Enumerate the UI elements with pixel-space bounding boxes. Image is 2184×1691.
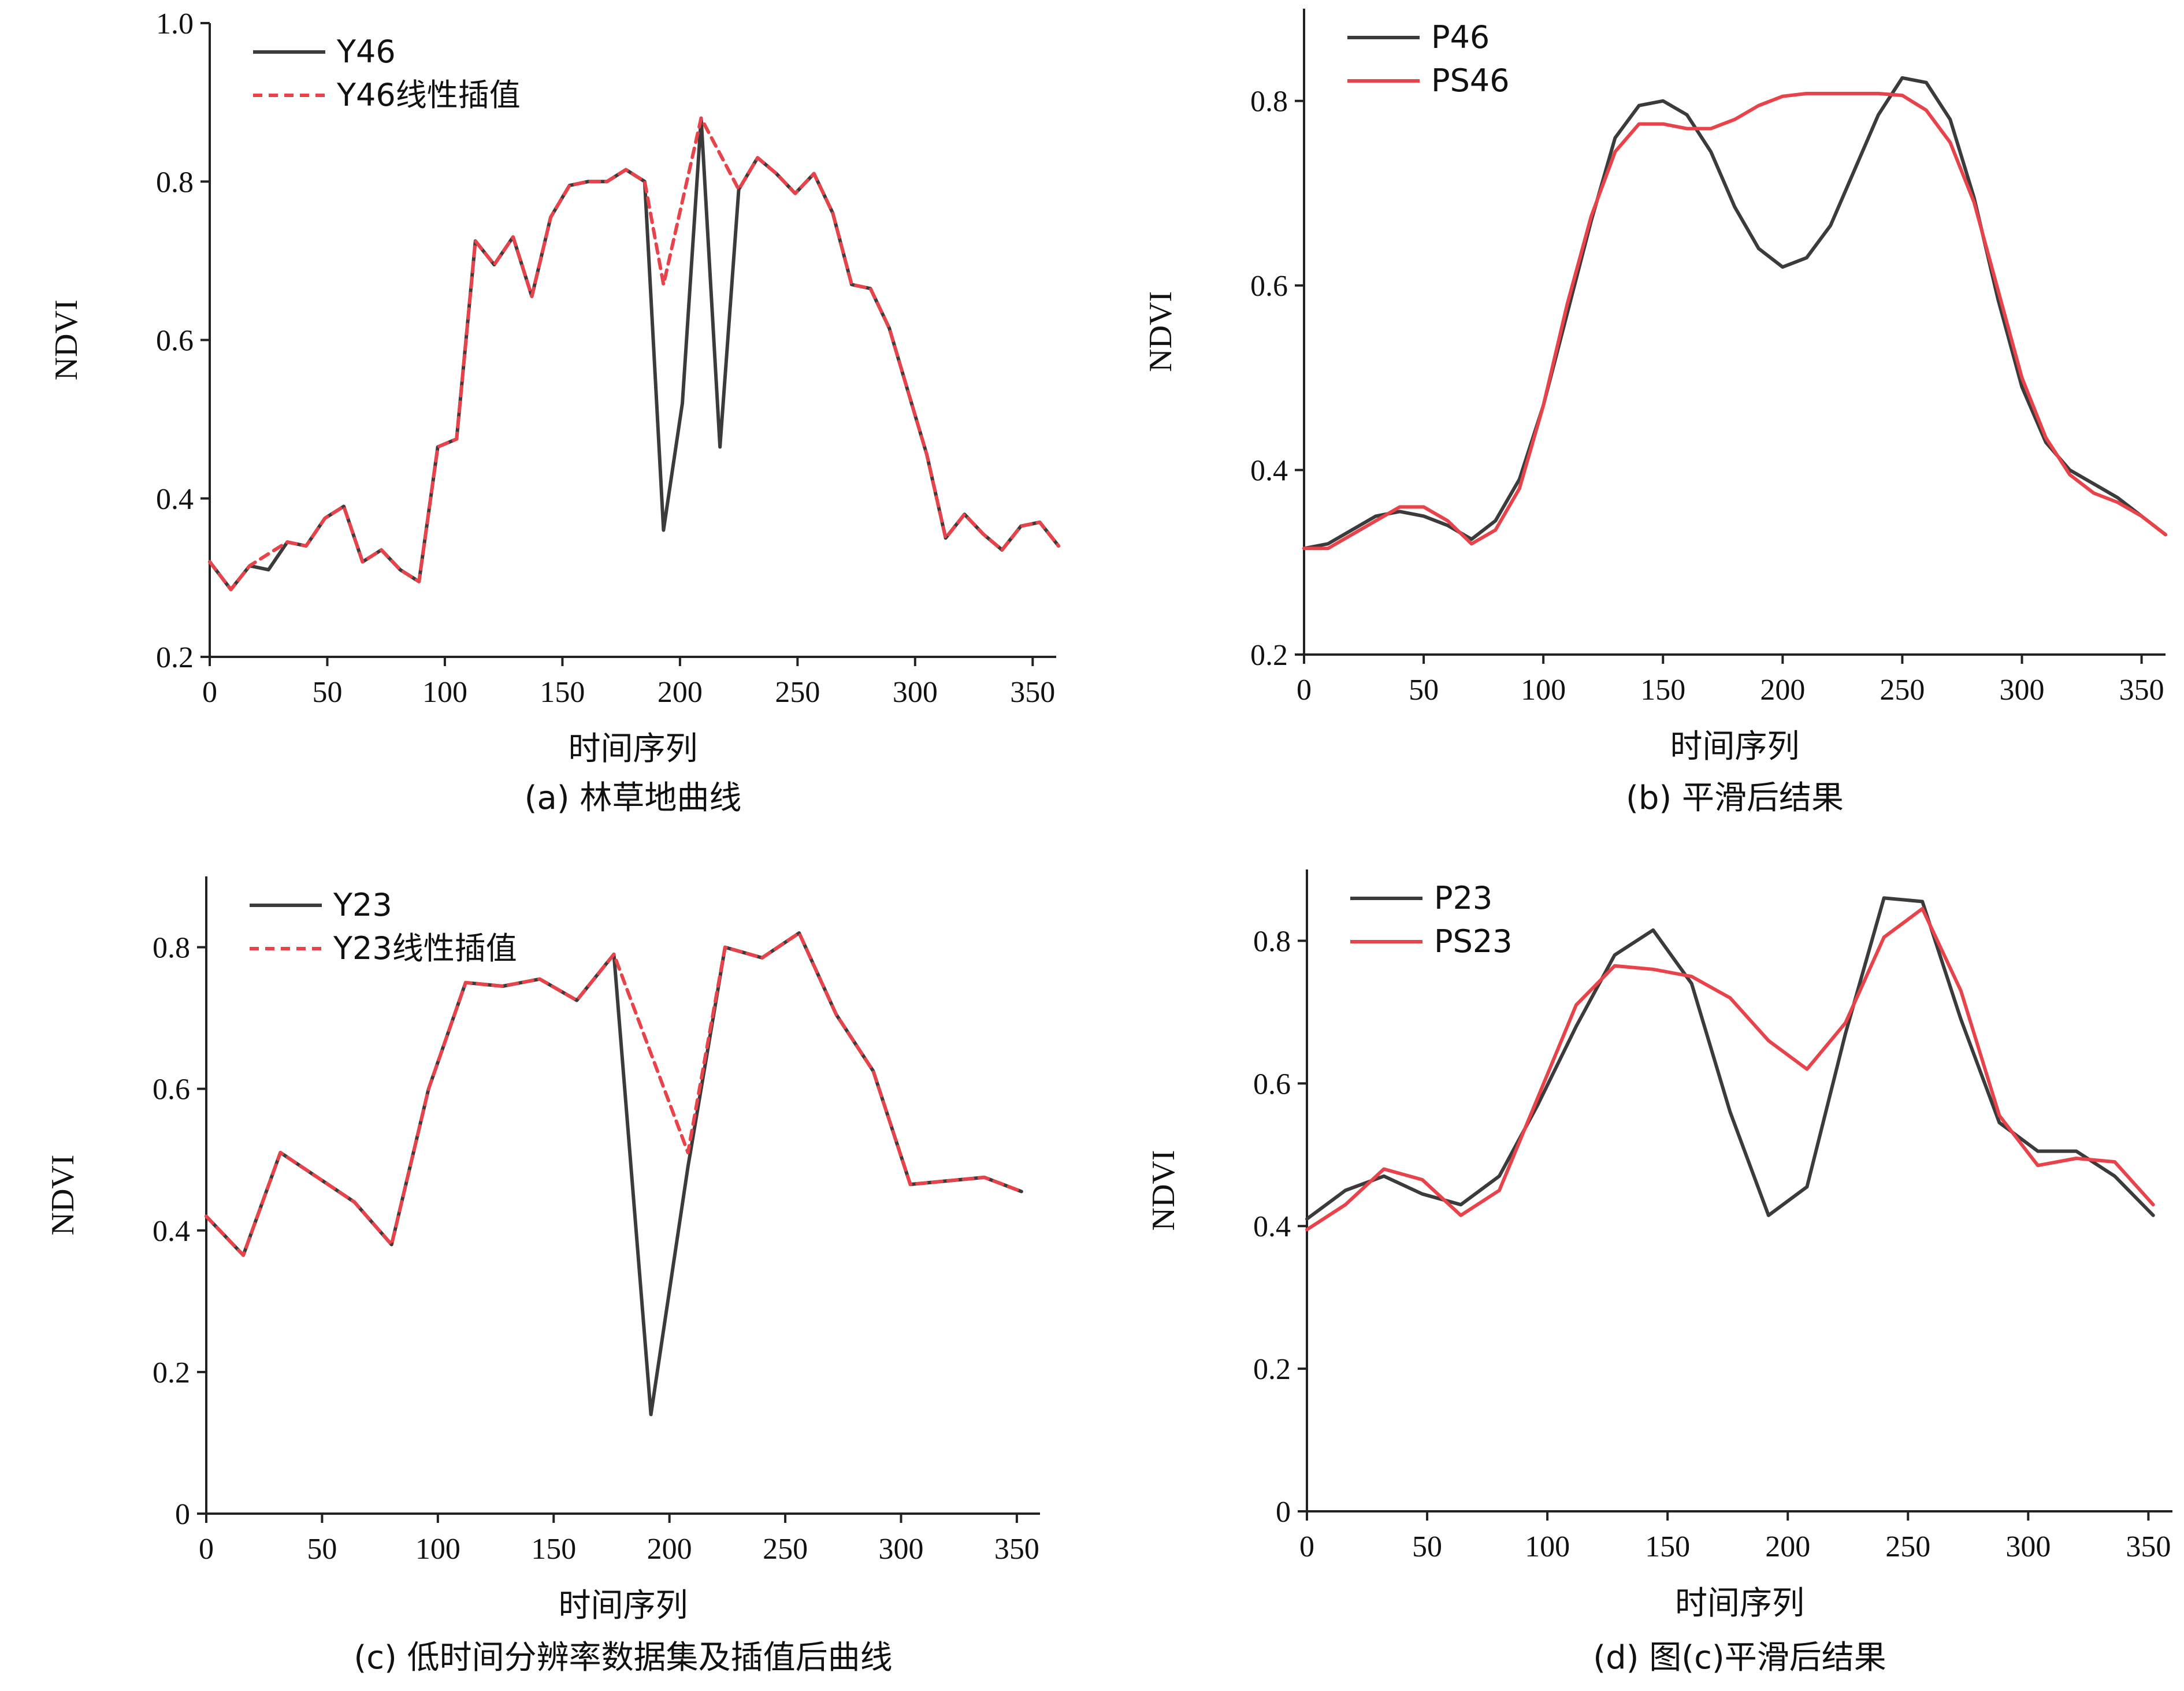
x-axis-title: 时间序列: [569, 730, 698, 768]
x-tick-label: 350: [2119, 674, 2164, 707]
legend-label: Y46: [336, 34, 396, 70]
panel-caption: (c) 低时间分辨率数据集及插值后曲线: [354, 1639, 892, 1677]
x-tick-label: 250: [1880, 674, 1925, 707]
panel-b: 0 50 100 150 200 250 300 350 0.2 0.4 0.6 0.8 时间序列 NDV…: [1143, 9, 2167, 817]
y-tick-label: 0.2: [156, 641, 194, 674]
x-tick-label: 250: [763, 1533, 808, 1566]
series-line-Y23线性插值: [205, 931, 1023, 1257]
x-tick-label: 50: [312, 676, 342, 709]
y-tick-label: 0.4: [156, 483, 194, 516]
y-tick-label: 0.4: [153, 1215, 190, 1248]
y-tick-label: 0.6: [153, 1073, 190, 1106]
legend-label: P46: [1431, 19, 1490, 55]
x-tick-label: 250: [775, 676, 820, 709]
y-tick-label: 0.4: [1250, 455, 1288, 488]
y-axis-title: NDVI: [49, 300, 84, 381]
x-tick-label: 0: [1297, 674, 1312, 707]
panel-a: 0 50 100 150 200 250 300 350 0.2 0.4 0.6 0.8 1.0 时间序列…: [49, 8, 1061, 817]
y-tick-label: 0.2: [1253, 1353, 1291, 1386]
x-tick-label: 300: [893, 676, 938, 709]
y-tick-label: 0.8: [153, 932, 190, 965]
y-tick-label: 0.8: [156, 166, 194, 199]
x-tick-label: 100: [422, 676, 467, 709]
x-tick-label: 350: [2126, 1530, 2171, 1563]
x-tick-label: 200: [1765, 1530, 1810, 1563]
x-tick-label: 200: [647, 1533, 692, 1566]
y-tick-label: 0.6: [1253, 1068, 1291, 1101]
series-line-Y46: [208, 116, 1061, 592]
x-tick-label: 250: [1885, 1530, 1930, 1563]
panel-c: 0 50 100 150 200 250 300 350 0 0.2 0.4 0.6 0.8 时间序列 ND…: [45, 876, 1040, 1677]
series-line-PS46: [1302, 91, 2167, 551]
x-tick-label: 100: [1525, 1530, 1570, 1563]
series-line-Y23: [205, 931, 1023, 1417]
panel-caption: (b) 平滑后结果: [1626, 779, 1844, 817]
series-line-Y46线性插值: [208, 116, 1061, 592]
y-tick-label: 0.8: [1253, 925, 1291, 958]
panel-caption: (d) 图(c)平滑后结果: [1593, 1639, 1886, 1677]
legend-label: P23: [1434, 880, 1492, 916]
x-tick-label: 200: [658, 676, 703, 709]
y-axis-title: NDVI: [45, 1155, 81, 1236]
x-axis-title: 时间序列: [559, 1587, 688, 1625]
x-tick-label: 300: [2000, 674, 2045, 707]
legend-label: PS23: [1434, 923, 1513, 960]
x-tick-label: 150: [540, 676, 585, 709]
x-tick-label: 50: [307, 1533, 337, 1566]
y-tick-label: 0: [1276, 1496, 1291, 1529]
x-tick-label: 50: [1409, 674, 1439, 707]
y-axis-title: NDVI: [1146, 1150, 1182, 1231]
y-tick-label: 1.0: [156, 8, 194, 40]
x-tick-label: 150: [1640, 674, 1685, 707]
x-tick-label: 350: [1010, 676, 1055, 709]
x-axis-title: 时间序列: [1675, 1585, 1804, 1622]
y-axis-title: NDVI: [1143, 291, 1179, 372]
x-tick-label: 100: [415, 1533, 460, 1566]
legend-label: Y23线性插值: [333, 930, 517, 967]
y-tick-label: 0.6: [156, 325, 194, 358]
x-tick-label: 150: [531, 1533, 576, 1566]
y-tick-label: 0: [175, 1498, 190, 1531]
legend-label: PS46: [1431, 62, 1510, 99]
x-tick-label: 200: [1760, 674, 1805, 707]
y-tick-label: 0.6: [1250, 270, 1288, 303]
y-tick-label: 0.4: [1253, 1210, 1291, 1243]
x-axis-title: 时间序列: [1670, 728, 1800, 765]
series-line-P46: [1302, 76, 2167, 551]
panel-d: 0 50 100 150 200 250 300 350 0 0.2 0.4 0.6 0.8 时间序列 ND…: [1146, 869, 2172, 1677]
y-tick-label: 0.2: [153, 1356, 190, 1389]
y-tick-label: 0.8: [1250, 86, 1288, 118]
legend-label: Y46线性插值: [336, 77, 521, 113]
y-tick-label: 0.2: [1250, 639, 1288, 672]
x-tick-label: 350: [994, 1533, 1039, 1566]
x-tick-label: 100: [1521, 674, 1566, 707]
x-tick-label: 0: [202, 676, 217, 709]
series-line-PS23: [1305, 906, 2155, 1232]
x-tick-label: 300: [2005, 1530, 2051, 1563]
x-tick-label: 0: [199, 1533, 214, 1566]
x-tick-label: 300: [879, 1533, 924, 1566]
x-tick-label: 50: [1412, 1530, 1442, 1563]
x-tick-label: 0: [1299, 1530, 1314, 1563]
panel-caption: (a) 林草地曲线: [525, 779, 742, 817]
legend-label: Y23: [333, 887, 392, 923]
x-tick-label: 150: [1645, 1530, 1690, 1563]
